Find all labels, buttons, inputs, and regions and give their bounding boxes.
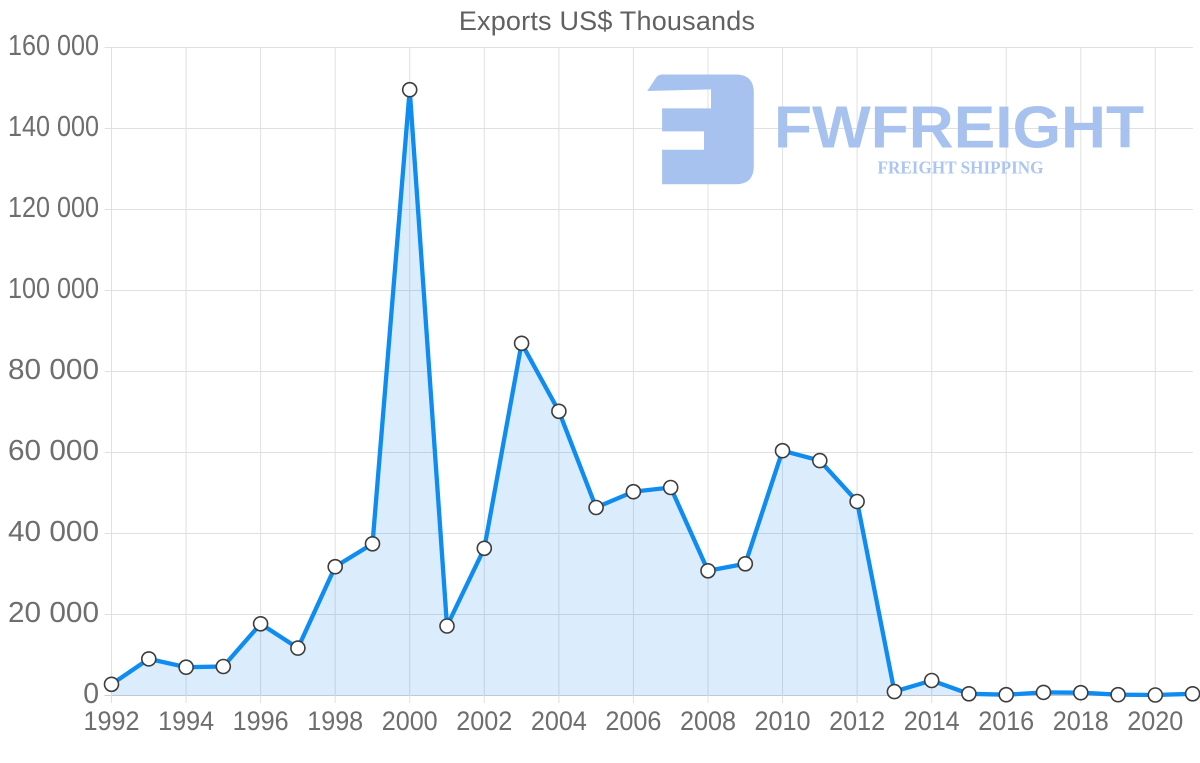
svg-text:1998: 1998 [307,706,363,736]
svg-text:1994: 1994 [158,706,214,736]
svg-text:1996: 1996 [233,706,289,736]
svg-text:Exports US$ Thousands: Exports US$ Thousands [459,6,755,36]
svg-text:2012: 2012 [829,706,885,736]
svg-text:60 000: 60 000 [8,435,99,467]
svg-text:2008: 2008 [680,706,736,736]
svg-text:0: 0 [83,678,99,710]
svg-text:40 000: 40 000 [8,516,99,548]
svg-text:1992: 1992 [84,706,140,736]
svg-text:160 000: 160 000 [8,30,99,62]
svg-text:2010: 2010 [755,706,811,736]
svg-text:80 000: 80 000 [8,354,99,386]
svg-text:2020: 2020 [1127,706,1183,736]
svg-text:2018: 2018 [1053,706,1109,736]
svg-text:2004: 2004 [531,706,587,736]
svg-text:140 000: 140 000 [8,111,99,143]
svg-text:2006: 2006 [605,706,661,736]
svg-text:2000: 2000 [382,706,438,736]
svg-text:2002: 2002 [456,706,512,736]
svg-text:120 000: 120 000 [8,192,99,224]
svg-text:FREIGHT SHIPPING: FREIGHT SHIPPING [878,158,1044,178]
svg-text:2014: 2014 [904,706,960,736]
svg-text:20 000: 20 000 [8,597,99,629]
svg-text:FWFREIGHT: FWFREIGHT [774,95,1144,161]
svg-text:2016: 2016 [978,706,1034,736]
svg-text:100 000: 100 000 [8,273,99,305]
